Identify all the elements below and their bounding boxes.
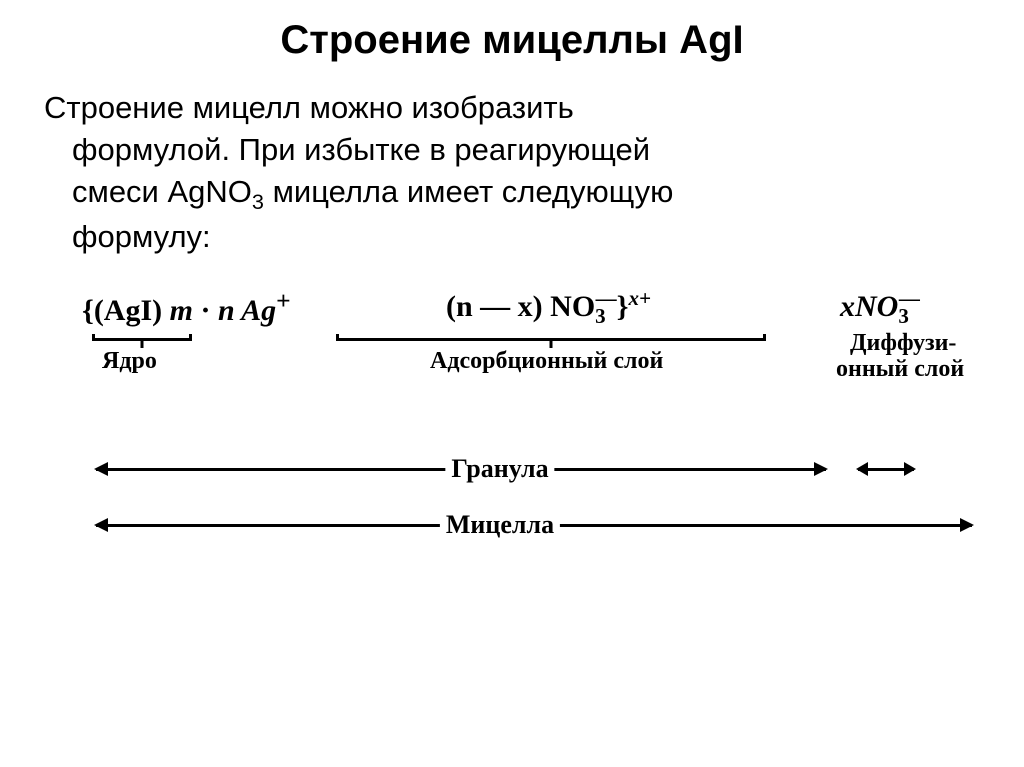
brace-core [92, 338, 192, 341]
page-title: Строение мицеллы AgI [40, 18, 984, 63]
formula-nminusx: (n — x) NO3—}x+ [446, 286, 651, 329]
formula-xno3: xNO3— [840, 286, 920, 329]
label-diffuse-2: онный слой [836, 356, 964, 383]
label-micelle: Мицелла [440, 510, 560, 540]
label-diffuse-1: Диффузи- [850, 330, 956, 357]
para-line-1: Строение мицелл можно изобразить [44, 90, 574, 125]
label-granule: Гранула [445, 454, 554, 484]
label-adsorb: Адсорбционный слой [430, 348, 663, 375]
para-line-3b: мицелла имеет следующую [264, 174, 673, 209]
para-line-2: формулой. При избытке в реагирующей [72, 132, 650, 167]
para-line-3a: смеси AgNO [72, 174, 252, 209]
arrow-granule-ext [858, 468, 914, 471]
formula-diagram: {(AgI) m · n Ag+ (n — x) NO3—}x+ xNO3— Я… [40, 286, 984, 616]
para-line-4: формулу: [72, 219, 211, 254]
agno3-sub: 3 [252, 189, 264, 214]
formula-open: {(AgI) m · n Ag+ [82, 286, 291, 328]
brace-adsorb [336, 338, 766, 341]
label-core: Ядро [102, 348, 157, 375]
paragraph: Строение мицелл можно изобразить формуло… [40, 87, 984, 258]
